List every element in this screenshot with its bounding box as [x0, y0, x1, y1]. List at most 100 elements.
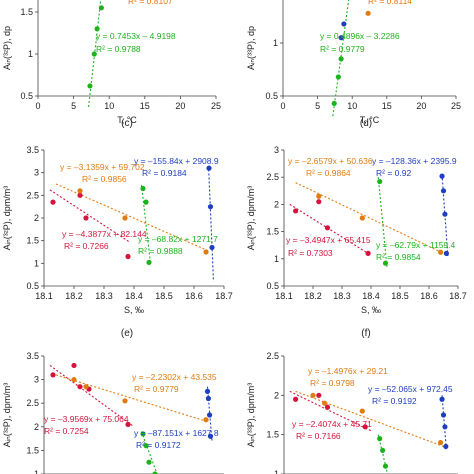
y-tick-label: 3.5: [26, 145, 39, 155]
data-point-series-2: [87, 83, 93, 89]
trendline-equation: y = –128.36x + 2395.9: [372, 156, 457, 166]
y-tick-label: 0.5: [20, 91, 33, 101]
data-point-series-3: [338, 56, 344, 62]
x-tick-label: 18.3: [95, 291, 113, 301]
x-tick-label: 10: [104, 101, 114, 111]
data-point-series-0: [77, 384, 83, 390]
data-point-series-0: [293, 208, 299, 214]
y-tick-label: 1.5: [26, 236, 39, 246]
trendline-equation: y = 0.7453x – 4.9198: [96, 31, 176, 41]
y-tick-label: 2: [274, 199, 279, 209]
trendline-equation: R² = 0.9854: [376, 252, 421, 262]
data-point-series-0: [324, 404, 331, 410]
data-point-series-3: [206, 165, 212, 171]
x-axis-title: S, ‰: [361, 305, 381, 315]
data-point-series-2: [380, 447, 386, 453]
x-tick-label: 0: [280, 101, 285, 111]
x-tick-label: 18.5: [155, 291, 173, 301]
y-axis-title: Aᵢₙ(³³P), dp: [246, 26, 256, 70]
data-point-series-2: [143, 199, 149, 205]
trendline-equation: R² = 0.9779: [134, 384, 179, 394]
trendline-equation: y = –62.79x + 1159.4: [376, 240, 456, 250]
data-point-series-3: [439, 396, 445, 402]
trendline-series-0: [289, 390, 372, 432]
trendline-equation: y = –2.2302x + 43.535: [132, 372, 217, 382]
x-tick-label: 18.4: [125, 291, 143, 301]
y-tick-label: 3: [34, 375, 39, 385]
data-point-series-1: [341, 21, 347, 27]
data-point-series-2: [143, 443, 149, 449]
data-point-series-1: [83, 384, 89, 390]
y-tick-label: 2: [34, 213, 39, 223]
data-point-series-1: [438, 439, 444, 446]
y-tick-label: 1: [274, 254, 279, 264]
x-tick-label: 0: [35, 101, 40, 111]
data-point-series-0: [362, 424, 368, 430]
data-point-series-1: [203, 417, 209, 423]
data-point-series-1: [359, 408, 365, 414]
trendline-series-2: [140, 184, 152, 264]
trendline-equation: R² = 0.9856: [82, 174, 127, 184]
trendline-equation: R² = 0.7166: [296, 431, 341, 441]
data-point-series-0: [83, 215, 89, 221]
data-point-series-0: [125, 421, 131, 428]
data-point-series-2: [382, 463, 389, 469]
data-point-series-2: [98, 5, 104, 11]
x-tick-label: 25: [451, 101, 461, 111]
x-axis-title: T, °C: [360, 115, 380, 125]
trendline-series-2: [88, 0, 102, 107]
data-point-series-2: [140, 431, 146, 437]
data-point-series-3: [207, 204, 214, 210]
trendline-equation: R² = 0.8114: [368, 0, 412, 6]
trendline-equation: y = –52.065x + 972.45: [368, 384, 453, 394]
x-tick-label: 15: [140, 101, 150, 111]
data-point-series-2: [365, 10, 371, 16]
trendline-equation: y = –1.4976x + 29.21: [308, 366, 388, 376]
trendline-equation: y = –155.84x + 2908.9: [134, 156, 219, 166]
data-point-series-1: [316, 193, 322, 199]
data-point-series-3: [205, 395, 211, 402]
trendline-equation: R² = 0.9864: [306, 168, 351, 178]
trendline-series-0: [49, 364, 135, 428]
data-point-series-0: [50, 372, 56, 378]
x-tick-label: 18.2: [304, 291, 322, 301]
x-tick-label: 10: [347, 101, 357, 111]
y-tick-label: 2: [274, 390, 279, 400]
y-tick-label: 1.5: [20, 7, 33, 17]
panel-label: (e): [121, 328, 133, 339]
x-tick-label: 18.1: [275, 291, 293, 301]
y-tick-label: 0.5: [26, 281, 39, 291]
panel-label: (f): [361, 328, 370, 339]
x-tick-label: 20: [175, 101, 185, 111]
y-tick-label: 1: [28, 49, 33, 59]
data-point-series-0: [50, 199, 56, 205]
data-point-series-3: [442, 424, 448, 430]
data-point-series-1: [203, 249, 209, 255]
x-tick-label: 25: [211, 101, 221, 111]
data-point-series-3: [439, 173, 445, 179]
chart-panel-g: 1 1.5 2 2.5 3 3.5 Aᵢₙ(³²P), dpm/m³ y = –2.2302x…: [2, 351, 224, 474]
x-tick-label: 18.6: [420, 291, 438, 301]
trendline-series-0: [289, 203, 369, 254]
x-tick-label: 18.4: [362, 291, 380, 301]
data-point-series-3: [209, 244, 215, 251]
data-point-series-2: [377, 436, 383, 442]
y-tick-label: 2.5: [266, 351, 279, 361]
x-tick-label: 18.6: [185, 291, 203, 301]
data-point-series-2: [140, 185, 146, 192]
x-axis-title: T, °C: [117, 115, 137, 125]
trendline-series-2: [377, 434, 389, 474]
trendline-equation: R² = 0.9788: [96, 44, 141, 54]
trendline-series-1: [55, 374, 210, 423]
y-tick-label: 1.5: [266, 430, 279, 440]
data-point-series-0: [125, 253, 131, 260]
trendline-equation: R² = 0.9798: [310, 378, 355, 388]
data-point-series-3: [331, 100, 337, 107]
chart-panel-c: 0.5 1 1.5 0 5 10 15 20 25 T, °C Aᵢₙ(³²P), dp R² = 0…: [2, 0, 221, 129]
chart-panel-h: 1 1.5 2 2.5 Aᵢₙ(³³P), dpm/m³ y = –1.4976x + 2…: [246, 351, 458, 474]
y-tick-label: 3: [34, 168, 39, 178]
trendline-equation: y = –3.4947x + 65.415: [286, 235, 371, 245]
y-axis-title: Aᵢₙ(³²P), dpm/m³: [2, 186, 12, 251]
data-point-series-0: [324, 225, 331, 231]
